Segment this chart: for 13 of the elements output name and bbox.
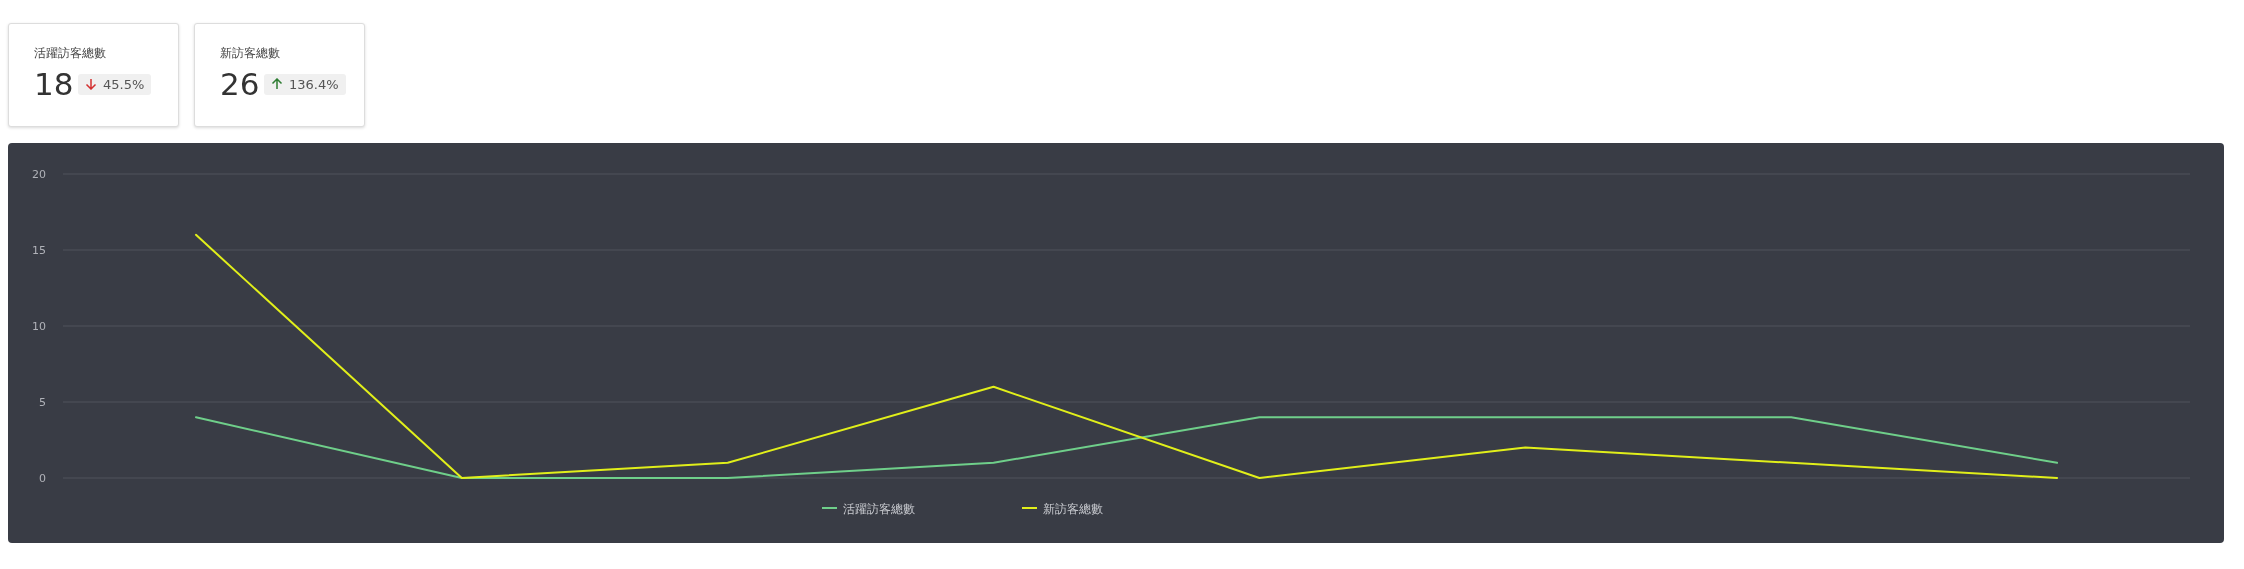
text: 活躍訪客總數 (34, 45, 106, 62)
text: 45.5% (103, 77, 145, 92)
y-tick-label: 20 (32, 168, 46, 181)
text: 26 (220, 66, 260, 102)
y-tick-label: 15 (32, 244, 46, 257)
y-tick-label: 5 (39, 396, 46, 409)
y-tick-label: 10 (32, 320, 46, 333)
legend-label: 活躍訪客總數 (843, 502, 915, 516)
text: 18 (34, 66, 74, 102)
text: 136.4% (289, 77, 339, 92)
y-tick-label: 0 (39, 472, 46, 485)
text: 新訪客總數 (220, 45, 280, 62)
legend-label: 新訪客總數 (1043, 502, 1103, 516)
